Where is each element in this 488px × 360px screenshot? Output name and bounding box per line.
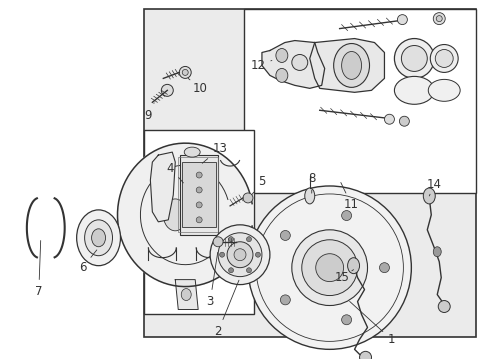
Text: 11: 11 [340, 183, 358, 211]
Ellipse shape [226, 242, 252, 268]
Ellipse shape [359, 351, 371, 360]
Ellipse shape [246, 237, 251, 242]
Text: 12: 12 [250, 59, 271, 72]
Ellipse shape [275, 49, 287, 62]
Ellipse shape [397, 15, 407, 24]
Bar [182, 162, 216, 227]
Ellipse shape [394, 76, 433, 104]
Ellipse shape [280, 295, 290, 305]
Ellipse shape [161, 84, 173, 96]
Text: 6: 6 [79, 250, 97, 274]
Ellipse shape [432, 13, 444, 24]
Ellipse shape [384, 114, 394, 124]
Ellipse shape [218, 233, 262, 276]
Text: 3: 3 [206, 252, 217, 308]
Ellipse shape [394, 39, 433, 78]
Ellipse shape [182, 69, 188, 75]
Text: 15: 15 [333, 270, 353, 284]
Ellipse shape [429, 45, 457, 72]
Ellipse shape [437, 301, 449, 312]
Ellipse shape [434, 50, 452, 67]
Ellipse shape [315, 254, 343, 282]
Ellipse shape [234, 249, 245, 261]
Ellipse shape [91, 229, 105, 247]
Ellipse shape [291, 230, 367, 306]
Ellipse shape [280, 230, 290, 240]
Bar [144, 130, 253, 315]
Ellipse shape [196, 217, 202, 223]
Text: 10: 10 [188, 78, 207, 95]
Ellipse shape [423, 188, 434, 204]
Ellipse shape [301, 240, 357, 296]
Ellipse shape [341, 211, 351, 221]
Ellipse shape [427, 80, 459, 101]
Ellipse shape [246, 268, 251, 273]
Text: 7: 7 [35, 240, 42, 298]
Ellipse shape [304, 188, 314, 204]
Bar [144, 9, 475, 337]
Polygon shape [262, 41, 324, 88]
Ellipse shape [84, 220, 112, 256]
Polygon shape [150, 152, 175, 222]
Ellipse shape [228, 237, 233, 242]
Text: 8: 8 [307, 171, 315, 193]
Ellipse shape [379, 263, 388, 273]
Bar [180, 155, 218, 235]
Ellipse shape [401, 45, 427, 71]
Ellipse shape [196, 187, 202, 193]
Ellipse shape [196, 202, 202, 208]
Polygon shape [175, 280, 198, 310]
Ellipse shape [341, 315, 351, 325]
Ellipse shape [77, 210, 120, 266]
Ellipse shape [228, 268, 233, 273]
Ellipse shape [255, 252, 260, 257]
Bar [178, 157, 218, 232]
Text: 13: 13 [202, 141, 227, 163]
Ellipse shape [247, 186, 410, 349]
Text: 4: 4 [166, 162, 183, 183]
Ellipse shape [181, 289, 191, 301]
Ellipse shape [196, 172, 202, 178]
Ellipse shape [347, 258, 359, 274]
Ellipse shape [435, 15, 441, 22]
Ellipse shape [399, 116, 408, 126]
Ellipse shape [291, 54, 307, 71]
Text: 2: 2 [214, 280, 239, 338]
Polygon shape [309, 39, 384, 92]
Text: 9: 9 [144, 103, 154, 122]
Text: 5: 5 [251, 175, 265, 195]
Ellipse shape [275, 68, 287, 82]
Ellipse shape [432, 247, 440, 257]
Ellipse shape [184, 147, 200, 157]
Ellipse shape [163, 199, 187, 231]
Ellipse shape [333, 44, 369, 87]
Polygon shape [117, 143, 252, 287]
Ellipse shape [243, 193, 252, 203]
Ellipse shape [179, 67, 191, 78]
Ellipse shape [341, 51, 361, 80]
Text: 1: 1 [349, 301, 394, 346]
Ellipse shape [210, 225, 269, 285]
Text: 14: 14 [426, 179, 441, 196]
Bar [244, 9, 475, 193]
Ellipse shape [213, 237, 223, 247]
Ellipse shape [219, 252, 224, 257]
